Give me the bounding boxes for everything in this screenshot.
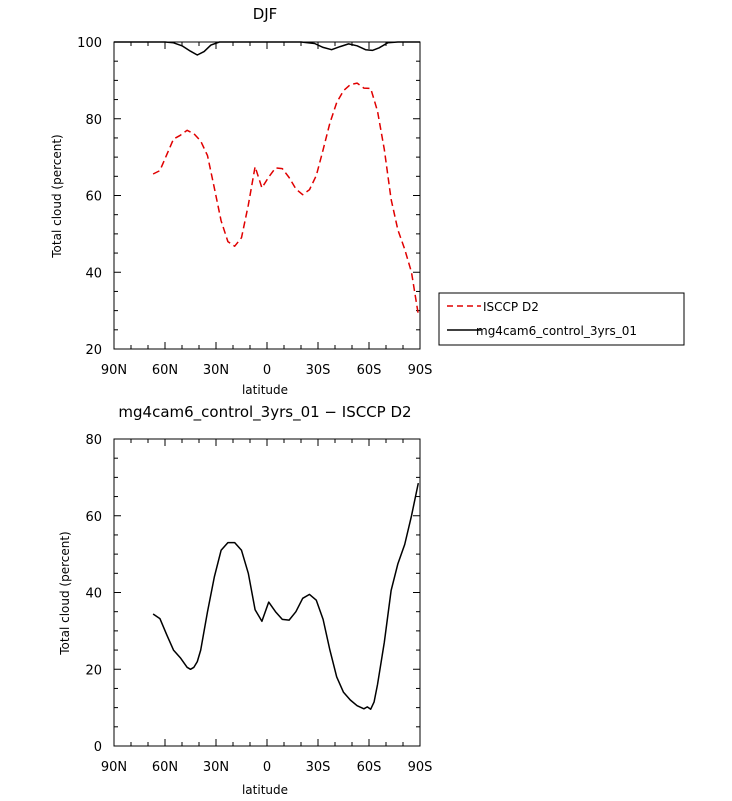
x-tick-label: 0 (263, 363, 271, 378)
x-tick-label: 30N (203, 760, 229, 775)
top-chart-title: DJF (253, 5, 278, 23)
x-tick-label: 90N (101, 363, 127, 378)
top-chart: DJF 90N 60N 30N 0 30S 60S 90S 20 40 60 80 100 latit… (50, 5, 432, 397)
legend-box (438, 292, 685, 346)
top-series-line-1 (114, 41, 420, 56)
bottom-chart: mg4cam6_control_3yrs_01 − ISCCP D2 90N 60… (58, 403, 432, 797)
y-tick-label: 20 (85, 663, 102, 678)
bottom-x-axis-label: latitude (242, 783, 288, 797)
y-tick-label: 20 (85, 343, 102, 358)
top-series-line-0 (152, 82, 420, 315)
y-tick-label: 80 (85, 113, 102, 128)
top-series-group (114, 41, 420, 315)
top-ticks: 90N 60N 30N 0 30S 60S 90S 20 40 60 80 100 (77, 36, 432, 378)
top-y-axis-label: Total cloud (percent) (50, 134, 64, 258)
bottom-y-axis-label: Total cloud (percent) (58, 531, 72, 655)
y-tick-label: 40 (85, 587, 102, 602)
x-tick-label: 0 (263, 760, 271, 775)
top-plot-frame (113, 41, 421, 350)
x-tick-label: 60N (152, 760, 178, 775)
y-tick-label: 60 (85, 510, 102, 525)
y-tick-label: 0 (94, 740, 102, 755)
x-tick-label: 30N (203, 363, 229, 378)
bottom-series-line-0 (152, 482, 420, 710)
x-tick-label: 90S (408, 760, 433, 775)
x-tick-label: 90S (408, 363, 433, 378)
y-tick-label: 40 (85, 266, 102, 281)
x-tick-label: 30S (306, 363, 331, 378)
x-tick-label: 30S (306, 760, 331, 775)
legend-label-isccp: ISCCP D2 (483, 300, 539, 314)
top-x-axis-label: latitude (242, 383, 288, 397)
y-tick-label: 80 (85, 433, 102, 448)
x-tick-label: 60S (357, 760, 382, 775)
bottom-chart-title: mg4cam6_control_3yrs_01 − ISCCP D2 (118, 403, 411, 422)
y-tick-label: 100 (77, 36, 102, 51)
y-tick-label: 60 (85, 190, 102, 205)
legend: ISCCP D2 mg4cam6_control_3yrs_01 (438, 292, 685, 346)
x-tick-label: 90N (101, 760, 127, 775)
bottom-series-group (152, 482, 420, 710)
x-tick-label: 60S (357, 363, 382, 378)
bottom-ticks: 90N 60N 30N 0 30S 60S 90S 0 20 40 60 80 (85, 433, 432, 775)
x-tick-label: 60N (152, 363, 178, 378)
legend-label-model: mg4cam6_control_3yrs_01 (476, 324, 637, 338)
